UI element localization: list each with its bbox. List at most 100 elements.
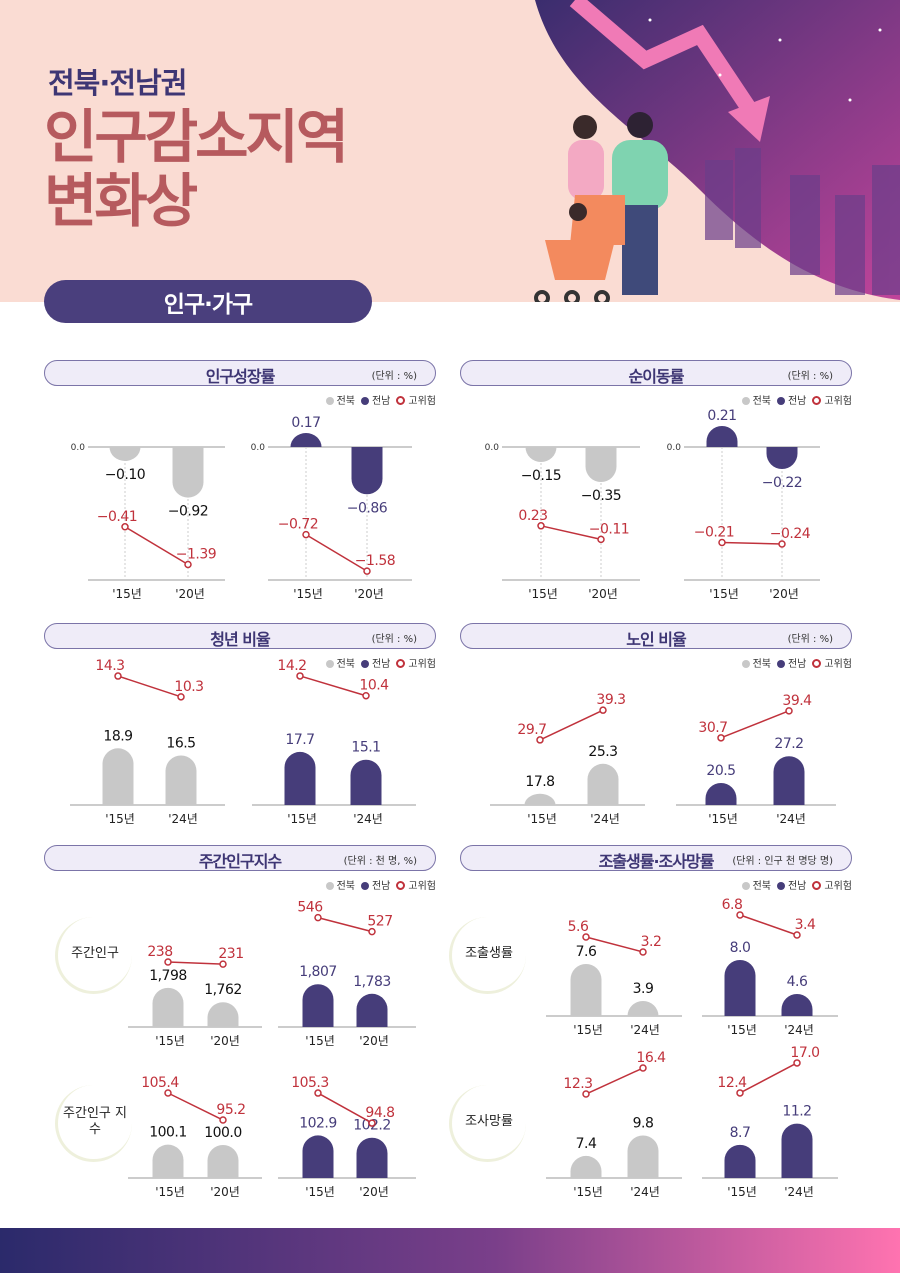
panel-header: 인구성장률 (단위 : %)	[44, 360, 436, 386]
risk-line	[721, 541, 783, 545]
zero-tick-label: 0.0	[71, 443, 86, 453]
legend-item: 전남	[776, 392, 806, 407]
risk-point	[363, 567, 371, 575]
bar-value-label: 8.0	[730, 940, 751, 956]
risk-point	[121, 523, 129, 531]
filled-purple-dot-icon	[360, 882, 369, 890]
subchart-jeonbuk: 100.1 '15년 100.0 '20년 105.4 95.2	[128, 1075, 262, 1199]
subchart-jeonbuk: 7.6 '15년 3.9 '24년 5.6 3.2	[546, 919, 682, 1037]
panel-title: 인구성장률	[205, 367, 276, 386]
zero-tick-label: 0.0	[485, 443, 500, 453]
risk-value-label: 546	[297, 900, 323, 916]
risk-point	[537, 522, 545, 530]
risk-point	[302, 530, 310, 539]
risk-value-label: 39.3	[596, 692, 625, 708]
bar-value-label: 1,807	[299, 964, 337, 980]
subchart-jeonnam: 8.0 '15년 4.6 '24년 6.8 3.4	[702, 897, 838, 1037]
x-tick-label: '24년	[590, 812, 620, 826]
panel-title: 순이동률	[628, 367, 685, 386]
bar	[302, 984, 334, 1027]
risk-value-label: 10.4	[359, 678, 389, 694]
filled-purple-dot-icon	[776, 882, 785, 890]
risk-point	[536, 736, 544, 744]
unit-label: (단위 : 천 명, %)	[343, 856, 417, 867]
region-subtitle: 전북·전남권	[48, 66, 187, 100]
legend: 전북 전남 고위험	[741, 655, 852, 670]
panel-header: 노인 비율 (단위 : %)	[460, 623, 852, 649]
filled-gray-dot-icon	[325, 397, 334, 405]
risk-value-label: 3.4	[795, 917, 816, 933]
bar-value-label: 20.5	[706, 763, 735, 779]
risk-point	[177, 693, 185, 701]
risk-point	[582, 933, 590, 941]
row-label: 주간인구	[55, 917, 132, 994]
bar	[165, 755, 197, 805]
risk-point	[164, 958, 172, 966]
risk-value-label: −1.39	[176, 547, 216, 563]
x-tick-label: '15년	[305, 1185, 335, 1199]
x-tick-label: '20년	[588, 587, 618, 601]
x-tick-label: '15년	[112, 587, 142, 601]
legend: 전북 전남 고위험	[325, 392, 436, 407]
risk-line	[540, 525, 602, 541]
risk-value-label: 14.3	[95, 658, 124, 674]
risk-value-label: 6.8	[722, 897, 743, 913]
subchart-jeonbuk: 0.0 −0.10 '15년 −0.92 '20년 −0.41 −1.39	[71, 443, 225, 601]
filled-gray-dot-icon	[325, 660, 334, 668]
risk-line	[739, 1062, 798, 1094]
bar	[724, 960, 756, 1016]
bar	[570, 1155, 602, 1178]
bar-value-label: 1,783	[353, 974, 391, 990]
subchart-jeonnam: 17.7 '15년 15.1 '24년 14.2 10.4	[252, 658, 416, 826]
bar-value-label: 102.9	[299, 1115, 337, 1131]
x-tick-label: '15년	[293, 587, 323, 601]
bar-value-label: 1,798	[149, 968, 187, 984]
risk-value-label: 0.23	[518, 508, 547, 524]
risk-point	[793, 1059, 801, 1067]
risk-value-label: 29.7	[517, 722, 546, 738]
legend-item: 고위험	[812, 392, 852, 407]
risk-line	[305, 533, 368, 572]
bar-value-label: −0.15	[521, 468, 561, 484]
panel-title: 조출생률·조사망률	[598, 852, 715, 871]
subchart-jeonnam: 1,807 '15년 1,783 '20년 546 527	[278, 900, 416, 1048]
risk-point	[736, 1089, 744, 1097]
x-tick-label: '15년	[305, 1034, 335, 1048]
risk-point	[219, 1116, 227, 1124]
risk-line	[585, 936, 644, 953]
bar-value-label: 7.4	[576, 1136, 597, 1152]
risk-point	[296, 672, 304, 680]
legend-item: 전북	[325, 655, 355, 670]
risk-value-label: 12.3	[563, 1076, 592, 1092]
subchart-jeonnam: 0.0 0.21 '15년 −0.22 '20년 −0.21 −0.24	[667, 408, 820, 601]
risk-point	[314, 1089, 322, 1097]
bar	[207, 1145, 239, 1178]
bar	[766, 447, 798, 469]
bar	[102, 748, 134, 805]
x-tick-label: '24년	[784, 1023, 814, 1037]
legend-item: 전북	[325, 392, 355, 407]
panel-header: 주간인구지수 (단위 : 천 명, %)	[44, 845, 436, 871]
subchart-jeonbuk: 0.0 −0.15 '15년 −0.35 '20년 0.23 −0.11	[485, 443, 640, 601]
risk-value-label: 12.4	[717, 1075, 747, 1091]
x-tick-label: '15년	[155, 1185, 185, 1199]
x-tick-label: '15년	[708, 812, 738, 826]
x-tick-label: '20년	[359, 1185, 389, 1199]
risk-point	[599, 706, 607, 714]
risk-value-label: −0.72	[278, 517, 318, 533]
x-tick-label: '15년	[528, 587, 558, 601]
filled-purple-dot-icon	[360, 397, 369, 405]
row-label: 조출생률	[449, 917, 526, 994]
risk-point	[582, 1090, 590, 1098]
row-label: 조사망률	[449, 1085, 526, 1162]
risk-value-label: −1.58	[355, 553, 395, 569]
hollow-red-dot-icon	[396, 659, 406, 668]
bar-value-label: 3.9	[633, 981, 654, 997]
x-tick-label: '15년	[287, 812, 317, 826]
risk-point	[717, 734, 725, 742]
risk-line	[299, 675, 367, 697]
legend-item: 전북	[741, 392, 771, 407]
page-title-line2: 변화상	[44, 167, 198, 235]
row-label: 주간인구 지수	[55, 1085, 132, 1162]
x-tick-label: '24년	[630, 1185, 660, 1199]
